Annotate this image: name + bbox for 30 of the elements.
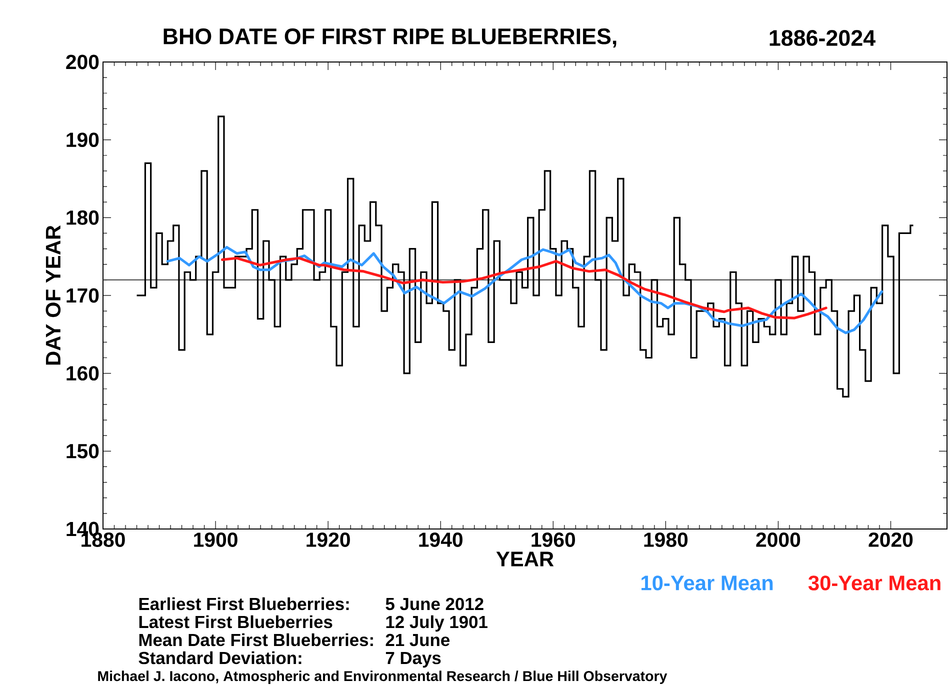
text: Mean Date First Blueberries: xyxy=(139,633,373,646)
x-axis-title: YEAR xyxy=(496,552,554,566)
text: 21 June xyxy=(386,634,450,646)
x-tick-label: 1920 xyxy=(306,532,350,547)
text: 30-Year Mean xyxy=(808,576,940,590)
chart-title: BHO DATE OF FIRST RIPE BLUEBERRIES, xyxy=(164,28,616,48)
line-series xyxy=(166,246,884,334)
x-tick-label: 1980 xyxy=(644,532,688,547)
text: Latest First Blueberries xyxy=(139,615,332,628)
text: 7 Days xyxy=(386,652,441,668)
y-tick-label: 190 xyxy=(66,132,99,148)
text: 12 July 1901 xyxy=(386,615,488,632)
x-tick-label: 2000 xyxy=(756,532,800,547)
chart-subtitle: 1886-2024 xyxy=(770,30,876,46)
y-tick-label: 180 xyxy=(66,210,99,225)
text: Earliest First Blueberries: xyxy=(139,597,349,610)
x-tick-label: 1960 xyxy=(532,532,576,547)
text: 5 June 2012 xyxy=(386,598,484,610)
x-tick-label: 1900 xyxy=(194,532,238,547)
y-tick-label: 150 xyxy=(66,444,99,458)
text: Michael J. Iacono, Atmospheric and Environmental Research / Blue Hill Observatory xyxy=(98,670,668,684)
y-tick-label: 160 xyxy=(66,366,99,381)
y-axis-title: DAY OF YEAR xyxy=(46,225,61,365)
y-tick-label: 200 xyxy=(66,54,99,70)
text: Standard Deviation: xyxy=(138,651,302,664)
x-tick-label: 1940 xyxy=(419,532,462,547)
y-tick-label: 170 xyxy=(66,288,99,303)
x-tick-label: 2020 xyxy=(868,532,913,547)
text: 10-Year Mean xyxy=(642,576,773,590)
line-series xyxy=(220,256,828,320)
